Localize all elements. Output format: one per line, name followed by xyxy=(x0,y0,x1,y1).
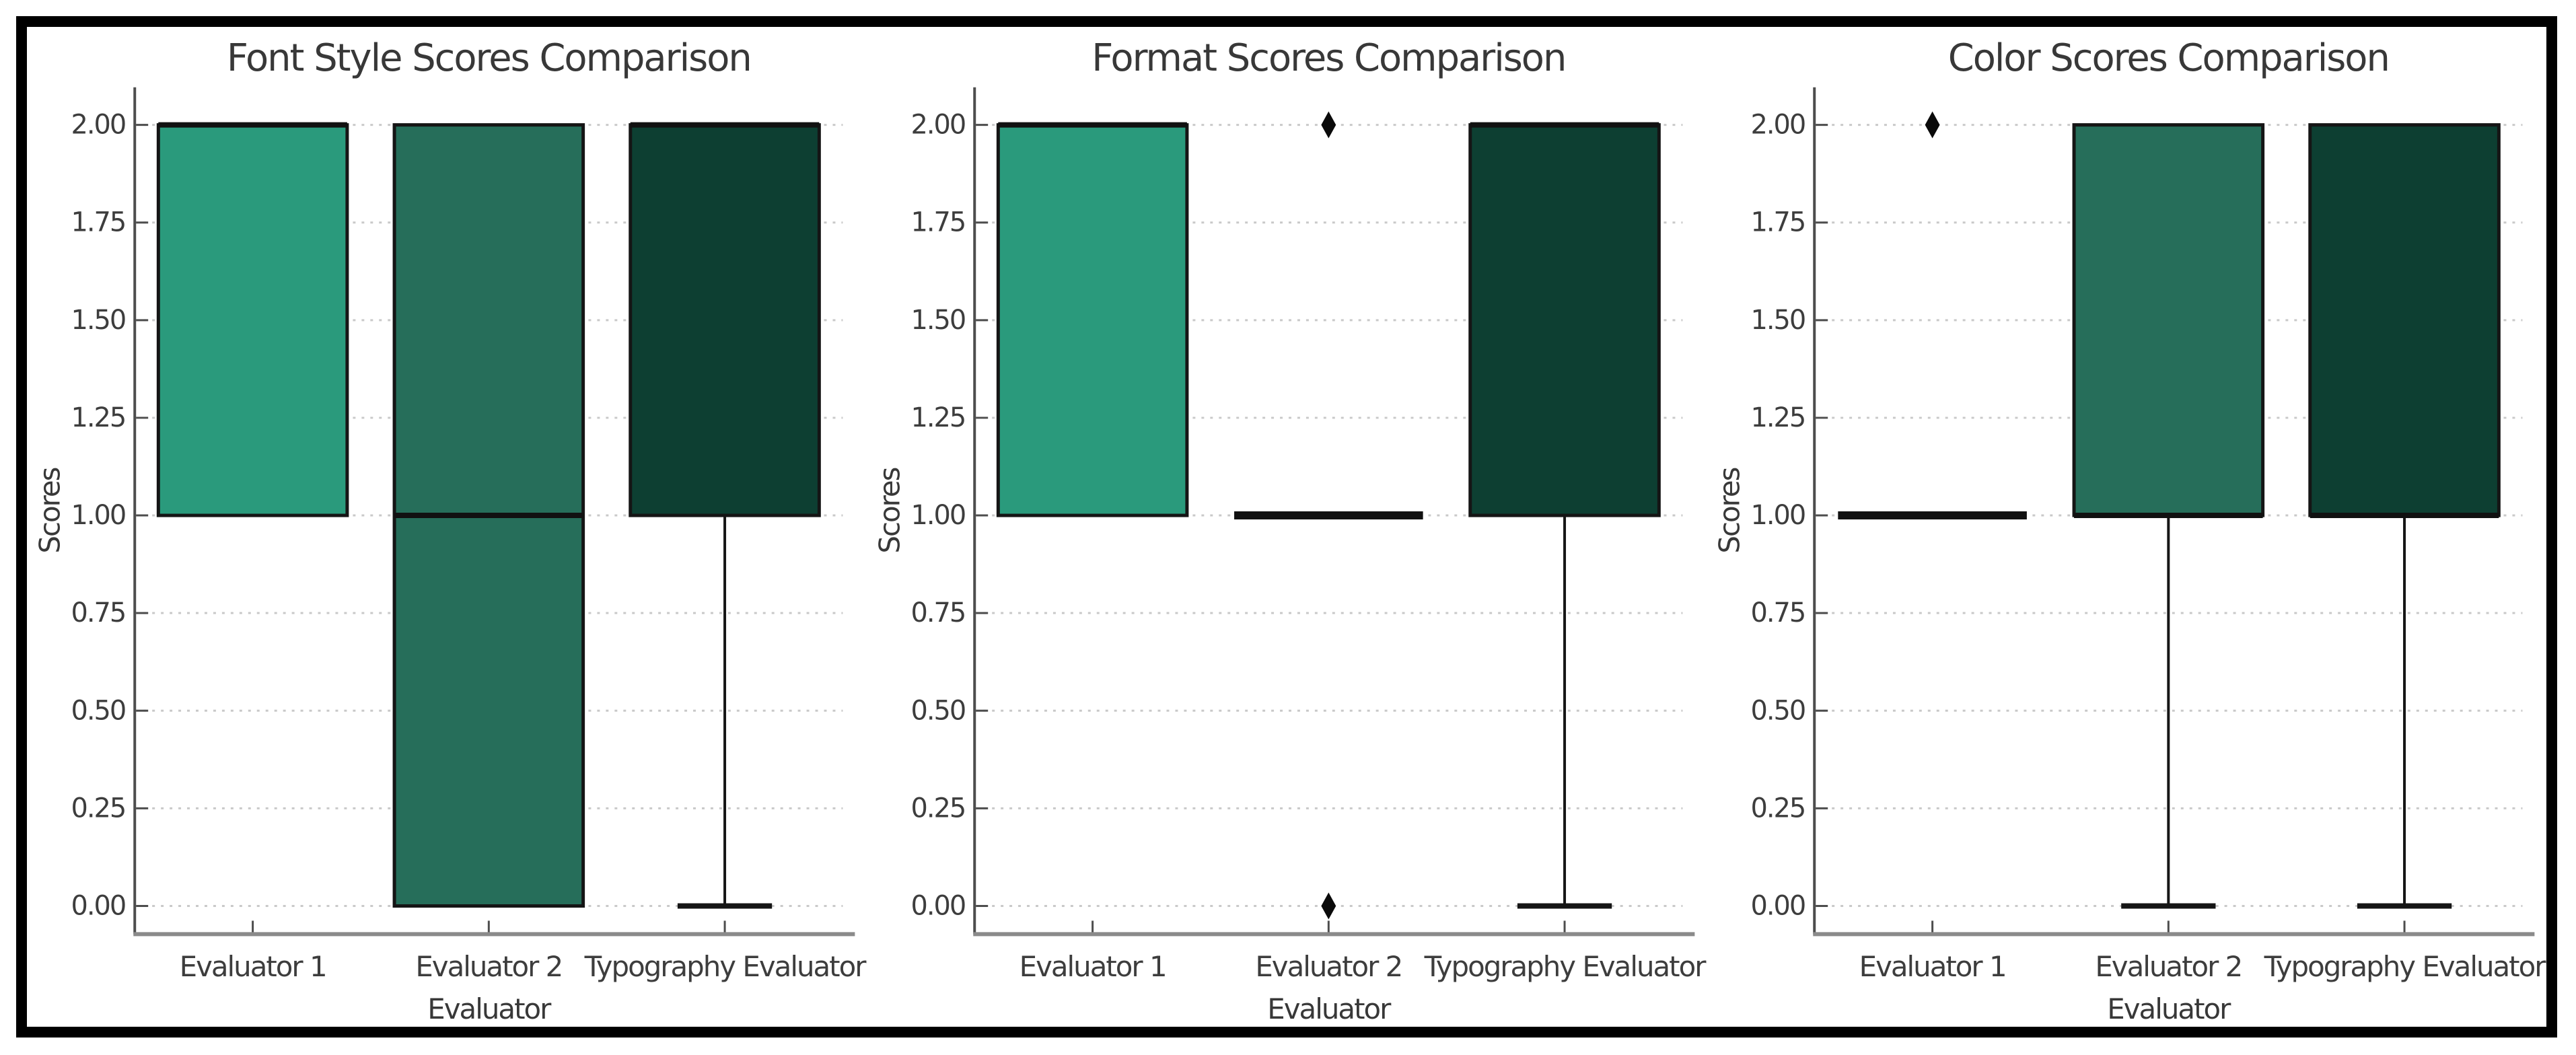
y-tick-label: 1.25 xyxy=(1750,402,1805,433)
box-evaluator-1 xyxy=(156,123,349,517)
x-tick-label-typography-evaluator: Typography Evaluator xyxy=(2264,950,2547,983)
y-tick-label: 1.50 xyxy=(71,305,125,336)
boxplot-format-scores-comparison: 0.00 0.25 0.50 0.75 1.00 1.25 1.50 1.75 2.00 Eval… xyxy=(873,36,1709,1025)
x-tick-label-evaluator-2: Evaluator 2 xyxy=(2095,950,2242,983)
box-evaluator-1 xyxy=(996,123,1189,517)
outlier-diamond xyxy=(1321,892,1336,920)
x-tick-label-evaluator-2: Evaluator 2 xyxy=(415,950,562,983)
box-evaluator-2 xyxy=(2072,123,2265,517)
box-typography-evaluator xyxy=(2308,123,2501,517)
box-group-evaluator-2 xyxy=(392,123,585,908)
y-tick-label: 0.00 xyxy=(1750,890,1805,921)
y-tick-label: 2.00 xyxy=(910,110,965,141)
y-tick-label: 1.00 xyxy=(910,500,965,531)
box-group-evaluator-2 xyxy=(2072,123,2265,909)
y-axis-label: Scores xyxy=(1713,468,1746,553)
y-tick-label: 0.75 xyxy=(910,597,965,628)
box-typography-evaluator xyxy=(629,123,821,517)
box-group-typography-evaluator xyxy=(629,122,821,909)
y-tick-label: 0.75 xyxy=(1750,597,1805,628)
outlier-diamond xyxy=(1321,111,1336,139)
x-tick-label-evaluator-1: Evaluator 1 xyxy=(180,950,326,983)
y-axis-label: Scores xyxy=(873,468,906,553)
y-tick-label: 1.00 xyxy=(1750,500,1805,531)
x-tick-label-typography-evaluator: Typography Evaluator xyxy=(1424,950,1707,983)
subplot-font-style-scores: 0.00 0.25 0.50 0.75 1.00 1.25 1.50 1.75 2.00 Eval… xyxy=(27,27,869,1027)
charts-row: 0.00 0.25 0.50 0.75 1.00 1.25 1.50 1.75 2.00 Eval… xyxy=(27,27,2548,1027)
chart-title: Format Scores Comparison xyxy=(1092,36,1565,80)
y-tick-label: 1.75 xyxy=(910,207,965,238)
y-tick-label: 0.50 xyxy=(71,695,125,726)
y-tick-label: 0.50 xyxy=(1750,695,1805,726)
box-group-typography-evaluator xyxy=(2308,123,2501,909)
y-tick-label: 0.25 xyxy=(1750,793,1805,824)
y-tick-label: 1.00 xyxy=(71,500,125,531)
y-tick-label: 0.75 xyxy=(71,597,125,628)
x-tick-label-typography-evaluator: Typography Evaluator xyxy=(584,950,867,983)
chart-title: Color Scores Comparison xyxy=(1948,36,2389,80)
y-tick-label: 1.75 xyxy=(1750,207,1805,238)
box-group-evaluator-1 xyxy=(1838,111,2027,520)
y-tick-label: 1.25 xyxy=(71,402,125,433)
x-tick-label-evaluator-2: Evaluator 2 xyxy=(1255,950,1402,983)
box-group-evaluator-1 xyxy=(156,122,349,517)
figure-border-frame: 0.00 0.25 0.50 0.75 1.00 1.25 1.50 1.75 2.00 Eval… xyxy=(16,16,2557,1038)
outlier-diamond xyxy=(1925,111,1940,139)
chart-title: Font Style Scores Comparison xyxy=(227,36,751,80)
y-tick-label: 0.00 xyxy=(71,890,125,921)
x-tick-label-evaluator-1: Evaluator 1 xyxy=(1019,950,1166,983)
y-tick-label: 0.25 xyxy=(71,793,125,824)
x-axis-label: Evaluator xyxy=(2107,992,2231,1025)
subplot-format-scores: 0.00 0.25 0.50 0.75 1.00 1.25 1.50 1.75 2.00 Eval… xyxy=(867,27,1709,1027)
box-group-evaluator-1 xyxy=(996,122,1189,517)
y-tick-label: 1.50 xyxy=(1750,305,1805,336)
y-tick-label: 0.50 xyxy=(910,695,965,726)
y-tick-label: 1.50 xyxy=(910,305,965,336)
y-tick-label: 0.00 xyxy=(910,890,965,921)
x-axis-label: Evaluator xyxy=(427,992,552,1025)
x-tick-label-evaluator-1: Evaluator 1 xyxy=(1859,950,2006,983)
box-group-typography-evaluator xyxy=(1468,122,1661,909)
x-axis-label: Evaluator xyxy=(1267,992,1392,1025)
boxplot-color-scores-comparison: 0.00 0.25 0.50 0.75 1.00 1.25 1.50 1.75 2.00 Eval… xyxy=(1713,36,2548,1025)
box-group-evaluator-2 xyxy=(1234,111,1423,920)
y-tick-label: 1.25 xyxy=(910,402,965,433)
y-tick-label: 2.00 xyxy=(1750,110,1805,141)
subplot-color-scores: 0.00 0.25 0.50 0.75 1.00 1.25 1.50 1.75 2.00 Eval… xyxy=(1707,27,2548,1027)
y-tick-label: 2.00 xyxy=(71,110,125,141)
y-tick-label: 0.25 xyxy=(910,793,965,824)
boxplot-font-style-scores-comparison: 0.00 0.25 0.50 0.75 1.00 1.25 1.50 1.75 2.00 Eval… xyxy=(34,36,869,1025)
y-axis-label: Scores xyxy=(34,468,67,553)
y-tick-label: 1.75 xyxy=(71,207,125,238)
box-typography-evaluator xyxy=(1468,123,1661,517)
